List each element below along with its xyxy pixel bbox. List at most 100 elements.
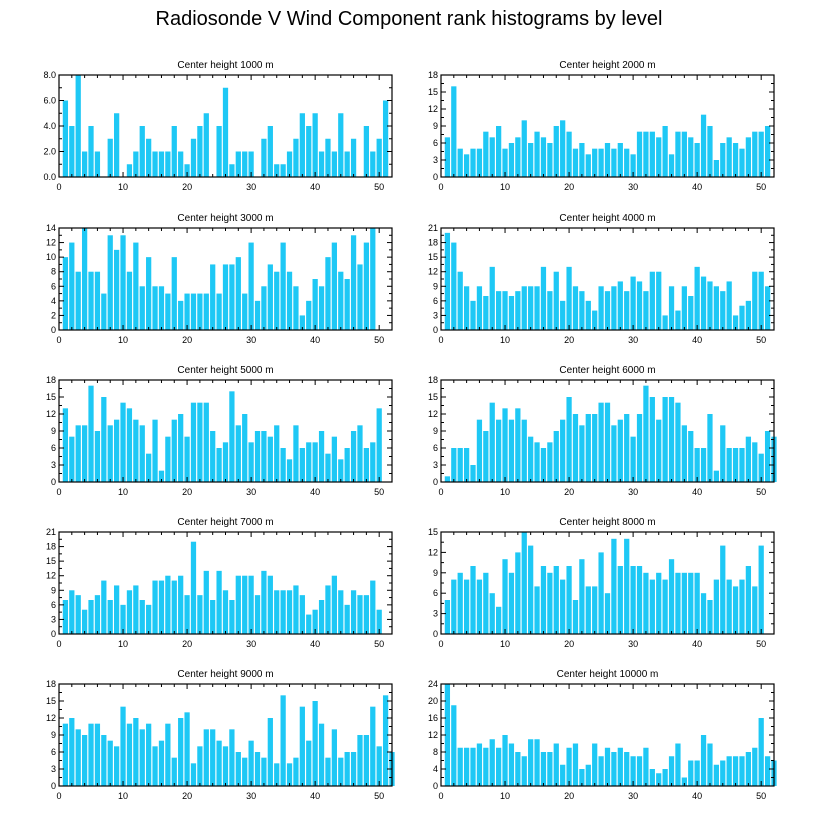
y-tick-label: 18 (428, 70, 438, 80)
bar (370, 228, 376, 330)
bar (344, 151, 350, 177)
y-tick-label: 12 (46, 571, 56, 581)
y-tick-label: 6 (433, 443, 438, 453)
bar (69, 436, 75, 482)
bar (338, 590, 344, 634)
bar (560, 120, 566, 177)
x-tick-label: 30 (246, 639, 256, 649)
bar (624, 538, 630, 634)
bar (566, 266, 572, 330)
bar (592, 310, 598, 330)
bar (560, 300, 566, 330)
bar (483, 431, 489, 482)
bar (463, 286, 470, 330)
bar (318, 151, 325, 177)
bar (350, 431, 357, 482)
bar (528, 739, 534, 786)
bar (94, 431, 101, 482)
bar (62, 723, 69, 786)
bar (331, 575, 337, 634)
bar (267, 575, 273, 634)
y-tick-label: 6 (433, 138, 438, 148)
bar (758, 271, 764, 330)
y-tick-label: 18 (46, 375, 56, 385)
bar (344, 448, 350, 482)
bar (363, 595, 370, 634)
panel-title: Center height 5000 m (177, 365, 273, 376)
bar (752, 586, 758, 634)
bar (720, 425, 726, 482)
bar (508, 743, 515, 786)
bar (758, 545, 764, 634)
bar (146, 604, 152, 634)
bar (624, 291, 630, 330)
bar (579, 559, 585, 634)
y-tick-label: 9 (51, 426, 56, 436)
x-tick-label: 40 (692, 639, 702, 649)
bar (261, 431, 267, 482)
bar (81, 735, 88, 786)
bar (515, 552, 521, 634)
bar (758, 453, 764, 482)
bar (88, 385, 94, 482)
bar (376, 609, 382, 634)
bar (184, 293, 190, 330)
bar (94, 595, 101, 634)
x-tick-label: 30 (628, 182, 638, 192)
bar (726, 579, 732, 634)
bar (624, 414, 630, 482)
x-tick-label: 0 (56, 791, 61, 801)
bar (470, 566, 476, 634)
y-tick-label: 8 (51, 267, 56, 277)
bar (585, 764, 591, 786)
bar (713, 764, 719, 786)
bar (515, 137, 521, 177)
bar (274, 590, 280, 634)
bar (280, 164, 286, 177)
bar (451, 86, 457, 177)
y-tick-label: 18 (46, 542, 56, 552)
bar (483, 296, 489, 330)
bar (267, 718, 273, 786)
bar (120, 604, 126, 634)
bar (261, 138, 267, 177)
x-tick-label: 10 (118, 791, 128, 801)
bar (630, 154, 636, 177)
bar (598, 286, 604, 330)
y-tick-label: 9 (51, 730, 56, 740)
bar (521, 120, 527, 177)
panel-title: Center height 8000 m (559, 517, 655, 528)
y-tick-label: 16 (428, 713, 438, 723)
bar (139, 126, 145, 177)
bar (158, 151, 165, 177)
bar (521, 286, 527, 330)
bar (363, 126, 370, 177)
bar (126, 590, 133, 634)
y-tick-label: 2.0 (43, 147, 56, 157)
bar (216, 293, 222, 330)
y-tick-label: 6 (433, 296, 438, 306)
bar (572, 743, 579, 786)
bar (713, 286, 719, 330)
bar (681, 777, 687, 786)
bar (579, 291, 585, 330)
bar (203, 402, 209, 482)
bar (745, 300, 752, 330)
y-tick-label: 24 (428, 679, 438, 689)
bar (357, 264, 363, 330)
bar (114, 113, 120, 177)
bar (178, 300, 184, 330)
x-tick-label: 10 (118, 639, 128, 649)
bar (158, 470, 165, 482)
x-tick-label: 40 (310, 182, 320, 192)
y-tick-label: 18 (428, 375, 438, 385)
bar (107, 235, 113, 330)
x-tick-label: 10 (118, 335, 128, 345)
bar (306, 614, 312, 634)
bar (547, 752, 553, 786)
y-tick-label: 12 (428, 547, 438, 557)
bar (457, 148, 463, 177)
bar (318, 600, 325, 634)
chart-panel-1: Center height 1000 m 0 10 20 30 40 50 0.0 2.0 4.0… (43, 60, 393, 192)
bar (81, 425, 88, 482)
